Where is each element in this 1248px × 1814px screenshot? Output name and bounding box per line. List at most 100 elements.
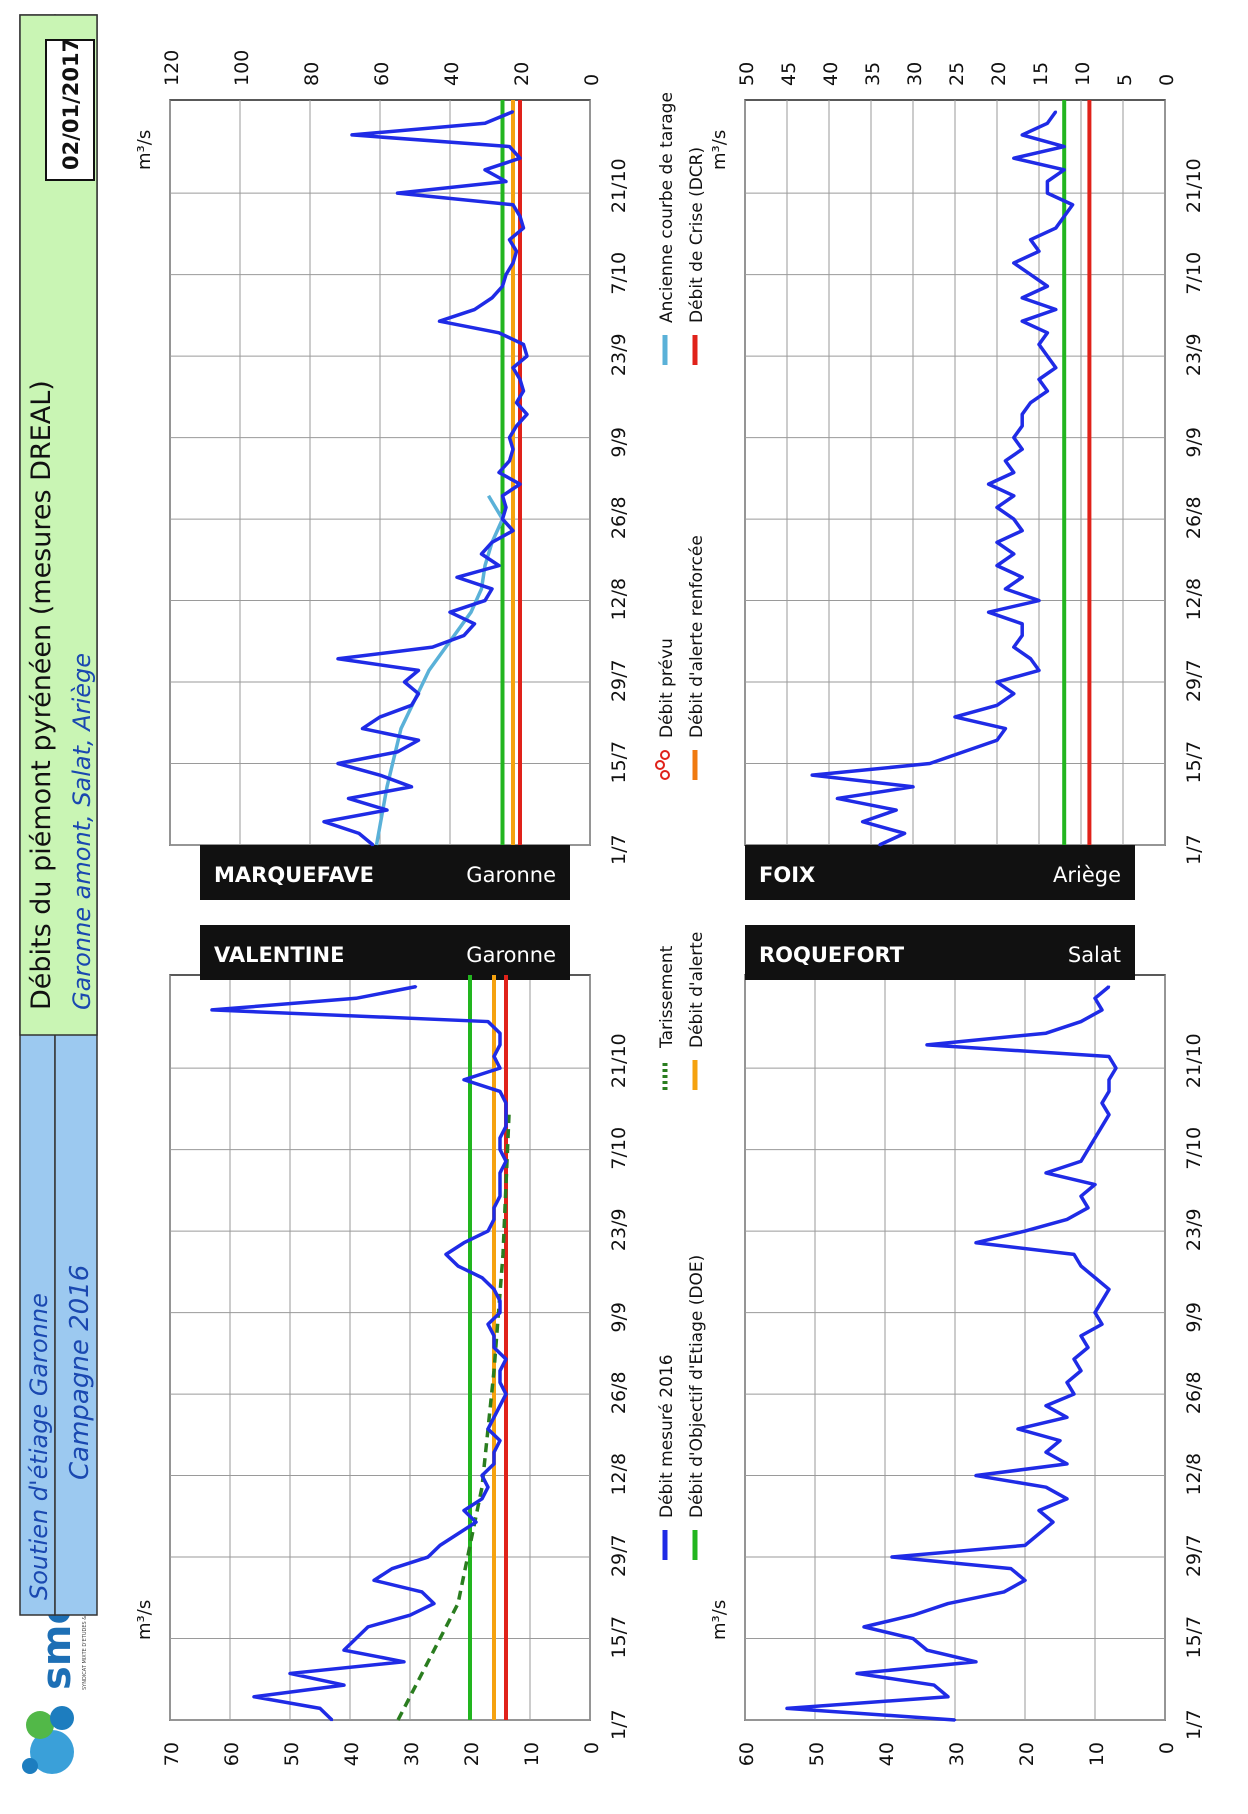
data-point: [1029, 238, 1032, 241]
data-point: [492, 1416, 496, 1419]
data-point: [342, 1683, 346, 1687]
value-tick-label: 80: [301, 62, 323, 86]
legend-label: Débit prévu: [657, 638, 677, 738]
data-point: [508, 436, 511, 439]
legend-item: Débit d'alerte: [687, 932, 707, 1090]
data-point: [511, 529, 515, 532]
data-point: [1037, 1509, 1041, 1512]
data-point: [1058, 1439, 1062, 1442]
data-point: [504, 1113, 508, 1116]
data-point: [1012, 157, 1015, 160]
data-point: [492, 1055, 496, 1058]
time-tick-label: 1/7: [1183, 1709, 1205, 1740]
data-point: [417, 692, 420, 695]
legend-item: Débit prévu: [655, 638, 677, 780]
data-point: [785, 1707, 789, 1710]
data-point: [925, 1648, 929, 1652]
data-point: [1079, 1264, 1083, 1268]
data-point: [525, 413, 529, 416]
program-label: Soutien d'étiage Garonne: [25, 1293, 53, 1600]
measured-series: [810, 110, 1075, 847]
data-point: [288, 1672, 292, 1675]
value-tick-label: 10: [521, 1742, 543, 1766]
data-point: [474, 1520, 478, 1524]
data-point: [1051, 1520, 1055, 1524]
data-point: [1093, 1276, 1097, 1279]
data-point: [1044, 1171, 1048, 1175]
data-point: [492, 1346, 496, 1349]
value-tick-label: 60: [371, 62, 393, 86]
data-point: [1004, 459, 1007, 463]
data-point: [987, 482, 990, 486]
data-point: [498, 1194, 502, 1198]
data-point: [1044, 1485, 1048, 1489]
data-point: [501, 517, 504, 521]
data-point: [522, 389, 525, 393]
time-tick-label: 26/8: [1183, 496, 1205, 539]
station-name: MARQUEFAVE: [214, 863, 374, 887]
data-point: [1037, 1532, 1041, 1535]
legend-swatch-circle: [660, 750, 670, 760]
data-point: [462, 634, 466, 637]
data-point: [511, 203, 515, 206]
value-tick-label: 40: [341, 1742, 363, 1766]
data-point: [1107, 1113, 1111, 1116]
data-point: [426, 1555, 430, 1559]
legend-swatch-circle: [660, 770, 670, 780]
value-tick-label: 60: [221, 1742, 243, 1766]
time-tick-label: 15/7: [1183, 741, 1205, 784]
legend-label: Débit d'alerte renforcée: [687, 535, 707, 738]
data-point: [498, 1369, 502, 1372]
data-point: [1044, 1032, 1048, 1035]
time-tick-label: 29/7: [608, 1534, 630, 1577]
time-tick-label: 15/7: [1183, 1616, 1205, 1659]
unit-label: m³/s: [134, 130, 155, 170]
river-name: Garonne: [466, 863, 556, 887]
data-point: [1046, 354, 1049, 358]
time-tick-label: 1/7: [608, 1709, 630, 1740]
legend-item: Tarissement: [657, 945, 677, 1090]
data-point: [1114, 1066, 1118, 1070]
data-point: [1086, 1148, 1090, 1151]
value-tick-label: 100: [231, 50, 253, 86]
data-point: [462, 1241, 466, 1244]
data-point: [1065, 1218, 1069, 1221]
value-tick-label: 0: [581, 74, 603, 86]
value-tick-label: 45: [778, 62, 800, 86]
data-point: [1071, 203, 1074, 206]
data-point: [836, 797, 839, 800]
time-tick-label: 9/9: [608, 427, 630, 458]
data-point: [1037, 669, 1041, 672]
data-point: [497, 471, 501, 474]
data-point: [396, 750, 399, 754]
time-tick-label: 26/8: [608, 496, 630, 539]
data-point: [1021, 296, 1024, 300]
data-point: [1002, 1590, 1006, 1594]
time-tick-label: 12/8: [608, 578, 630, 621]
data-point: [1029, 273, 1032, 276]
time-tick-label: 21/10: [1183, 158, 1205, 213]
plot-frame: [169, 974, 591, 1721]
data-point: [522, 226, 525, 230]
data-point: [462, 1078, 466, 1081]
time-tick-label: 15/7: [608, 741, 630, 784]
data-point: [518, 157, 522, 160]
station-name: VALENTINE: [214, 943, 344, 967]
value-tick-label: 40: [820, 62, 842, 86]
value-tick-label: 30: [904, 62, 926, 86]
data-point: [1029, 657, 1032, 660]
time-tick-label: 12/8: [1183, 578, 1205, 621]
data-point: [911, 1637, 915, 1640]
data-point: [1037, 599, 1041, 602]
data-point: [974, 1241, 978, 1244]
data-point: [1021, 448, 1024, 451]
data-point: [987, 610, 990, 614]
data-point: [490, 587, 494, 591]
smeag-logo: [22, 1706, 74, 1774]
data-point: [501, 285, 504, 288]
date-box: 02/01/2017: [45, 38, 95, 181]
data-point: [1065, 1416, 1069, 1419]
data-point: [366, 1625, 370, 1629]
data-point: [974, 1474, 978, 1477]
